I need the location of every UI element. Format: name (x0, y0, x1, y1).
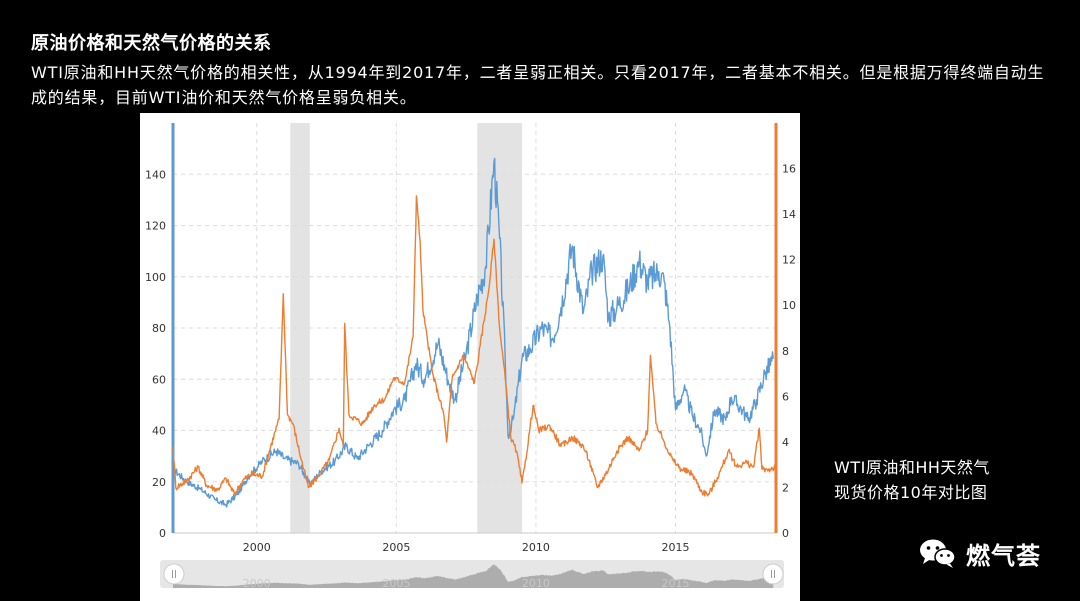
wti-oil-price-line (172, 157, 774, 508)
chart-caption: WTI原油和HH天然气 现货价格10年对比图 (834, 455, 990, 505)
caption-line-1: WTI原油和HH天然气 (834, 458, 990, 477)
chart-panel: 0 20 40 60 80 100 120 140 0 2 4 6 8 10 12 14 16 2000 2005 2… (140, 113, 800, 601)
price-comparison-chart: 0 20 40 60 80 100 120 140 0 2 4 6 8 10 12 14 16 2000 2005 2… (145, 123, 796, 590)
right-tick-label: 12 (782, 254, 796, 267)
navigator-area (173, 564, 774, 588)
right-tick-label: 8 (782, 345, 789, 358)
brand-name: 燃气荟 (966, 541, 1041, 570)
right-tick-label: 2 (782, 481, 789, 494)
navigator-tick-label: 2005 (382, 577, 410, 590)
left-tick-label: 0 (159, 527, 166, 540)
right-tick-label: 0 (782, 527, 789, 540)
description-text: WTI原油和HH天然气价格的相关性，从1994年到2017年，二者呈弱正相关。只… (31, 63, 1045, 107)
page-title: 原油价格和天然气价格的关系 (31, 33, 272, 54)
left-tick-label: 140 (145, 168, 166, 181)
navigator-tick-label: 2010 (522, 577, 550, 590)
caption-line-2: 现货价格10年对比图 (834, 483, 988, 502)
left-tick-label: 40 (152, 425, 166, 438)
navigator-tick-label: 2015 (662, 577, 690, 590)
navigator-handle-right (762, 563, 784, 585)
x-tick-label: 2000 (243, 541, 271, 554)
hh-gas-price-line (172, 195, 777, 497)
wechat-icon (920, 539, 956, 568)
right-tick-label: 6 (782, 390, 789, 403)
right-tick-label: 16 (782, 163, 796, 176)
navigator-tick-label: 2000 (243, 577, 271, 590)
left-tick-label: 20 (152, 476, 166, 489)
left-tick-label: 120 (145, 220, 166, 233)
left-tick-label: 100 (145, 271, 166, 284)
right-tick-label: 14 (782, 208, 796, 221)
x-tick-label: 2010 (522, 541, 550, 554)
right-tick-label: 4 (782, 436, 789, 449)
brand-watermark: 燃气荟 (918, 536, 1041, 570)
x-tick-label: 2005 (382, 541, 410, 554)
left-tick-label: 80 (152, 322, 166, 335)
navigator-handle-left (163, 563, 185, 585)
x-tick-label: 2015 (662, 541, 690, 554)
left-tick-label: 60 (152, 373, 166, 386)
right-tick-label: 10 (782, 299, 796, 312)
